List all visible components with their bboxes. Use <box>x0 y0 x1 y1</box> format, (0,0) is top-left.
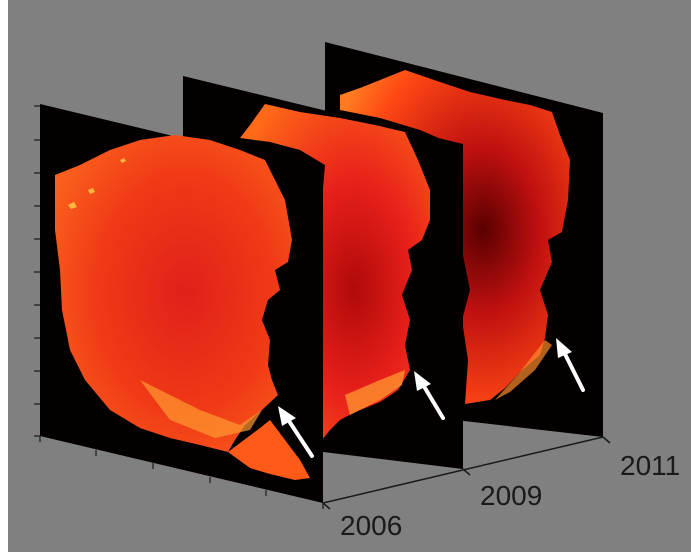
slice-2006-highlight <box>140 380 262 438</box>
slice-2006-heatmap <box>55 135 292 452</box>
slice-2011-heatmap <box>340 70 570 404</box>
slice-2006-speckles <box>68 158 126 209</box>
horizontal-axis-ticks <box>39 436 324 509</box>
vertical-axis-ticks <box>34 105 40 437</box>
year-tick <box>462 468 471 476</box>
slice-2006-lower <box>228 420 310 480</box>
year-tick <box>602 436 611 444</box>
arrow-icon <box>278 406 314 458</box>
year-label-2009: 2009 <box>480 480 543 511</box>
slice-2006 <box>40 104 323 503</box>
slice-2009-heatmap <box>240 104 430 440</box>
slice-2009-highlight <box>345 370 405 415</box>
slice-2011-highlight <box>495 340 552 400</box>
arrow-icon <box>414 371 445 420</box>
year-axis <box>322 436 611 510</box>
arrow-icon <box>556 338 585 392</box>
year-label-2011: 2011 <box>620 450 681 481</box>
year-tick <box>322 502 331 510</box>
year-axis-line <box>322 436 604 504</box>
annotation-arrows <box>278 338 585 458</box>
year-label-2006: 2006 <box>340 510 403 541</box>
